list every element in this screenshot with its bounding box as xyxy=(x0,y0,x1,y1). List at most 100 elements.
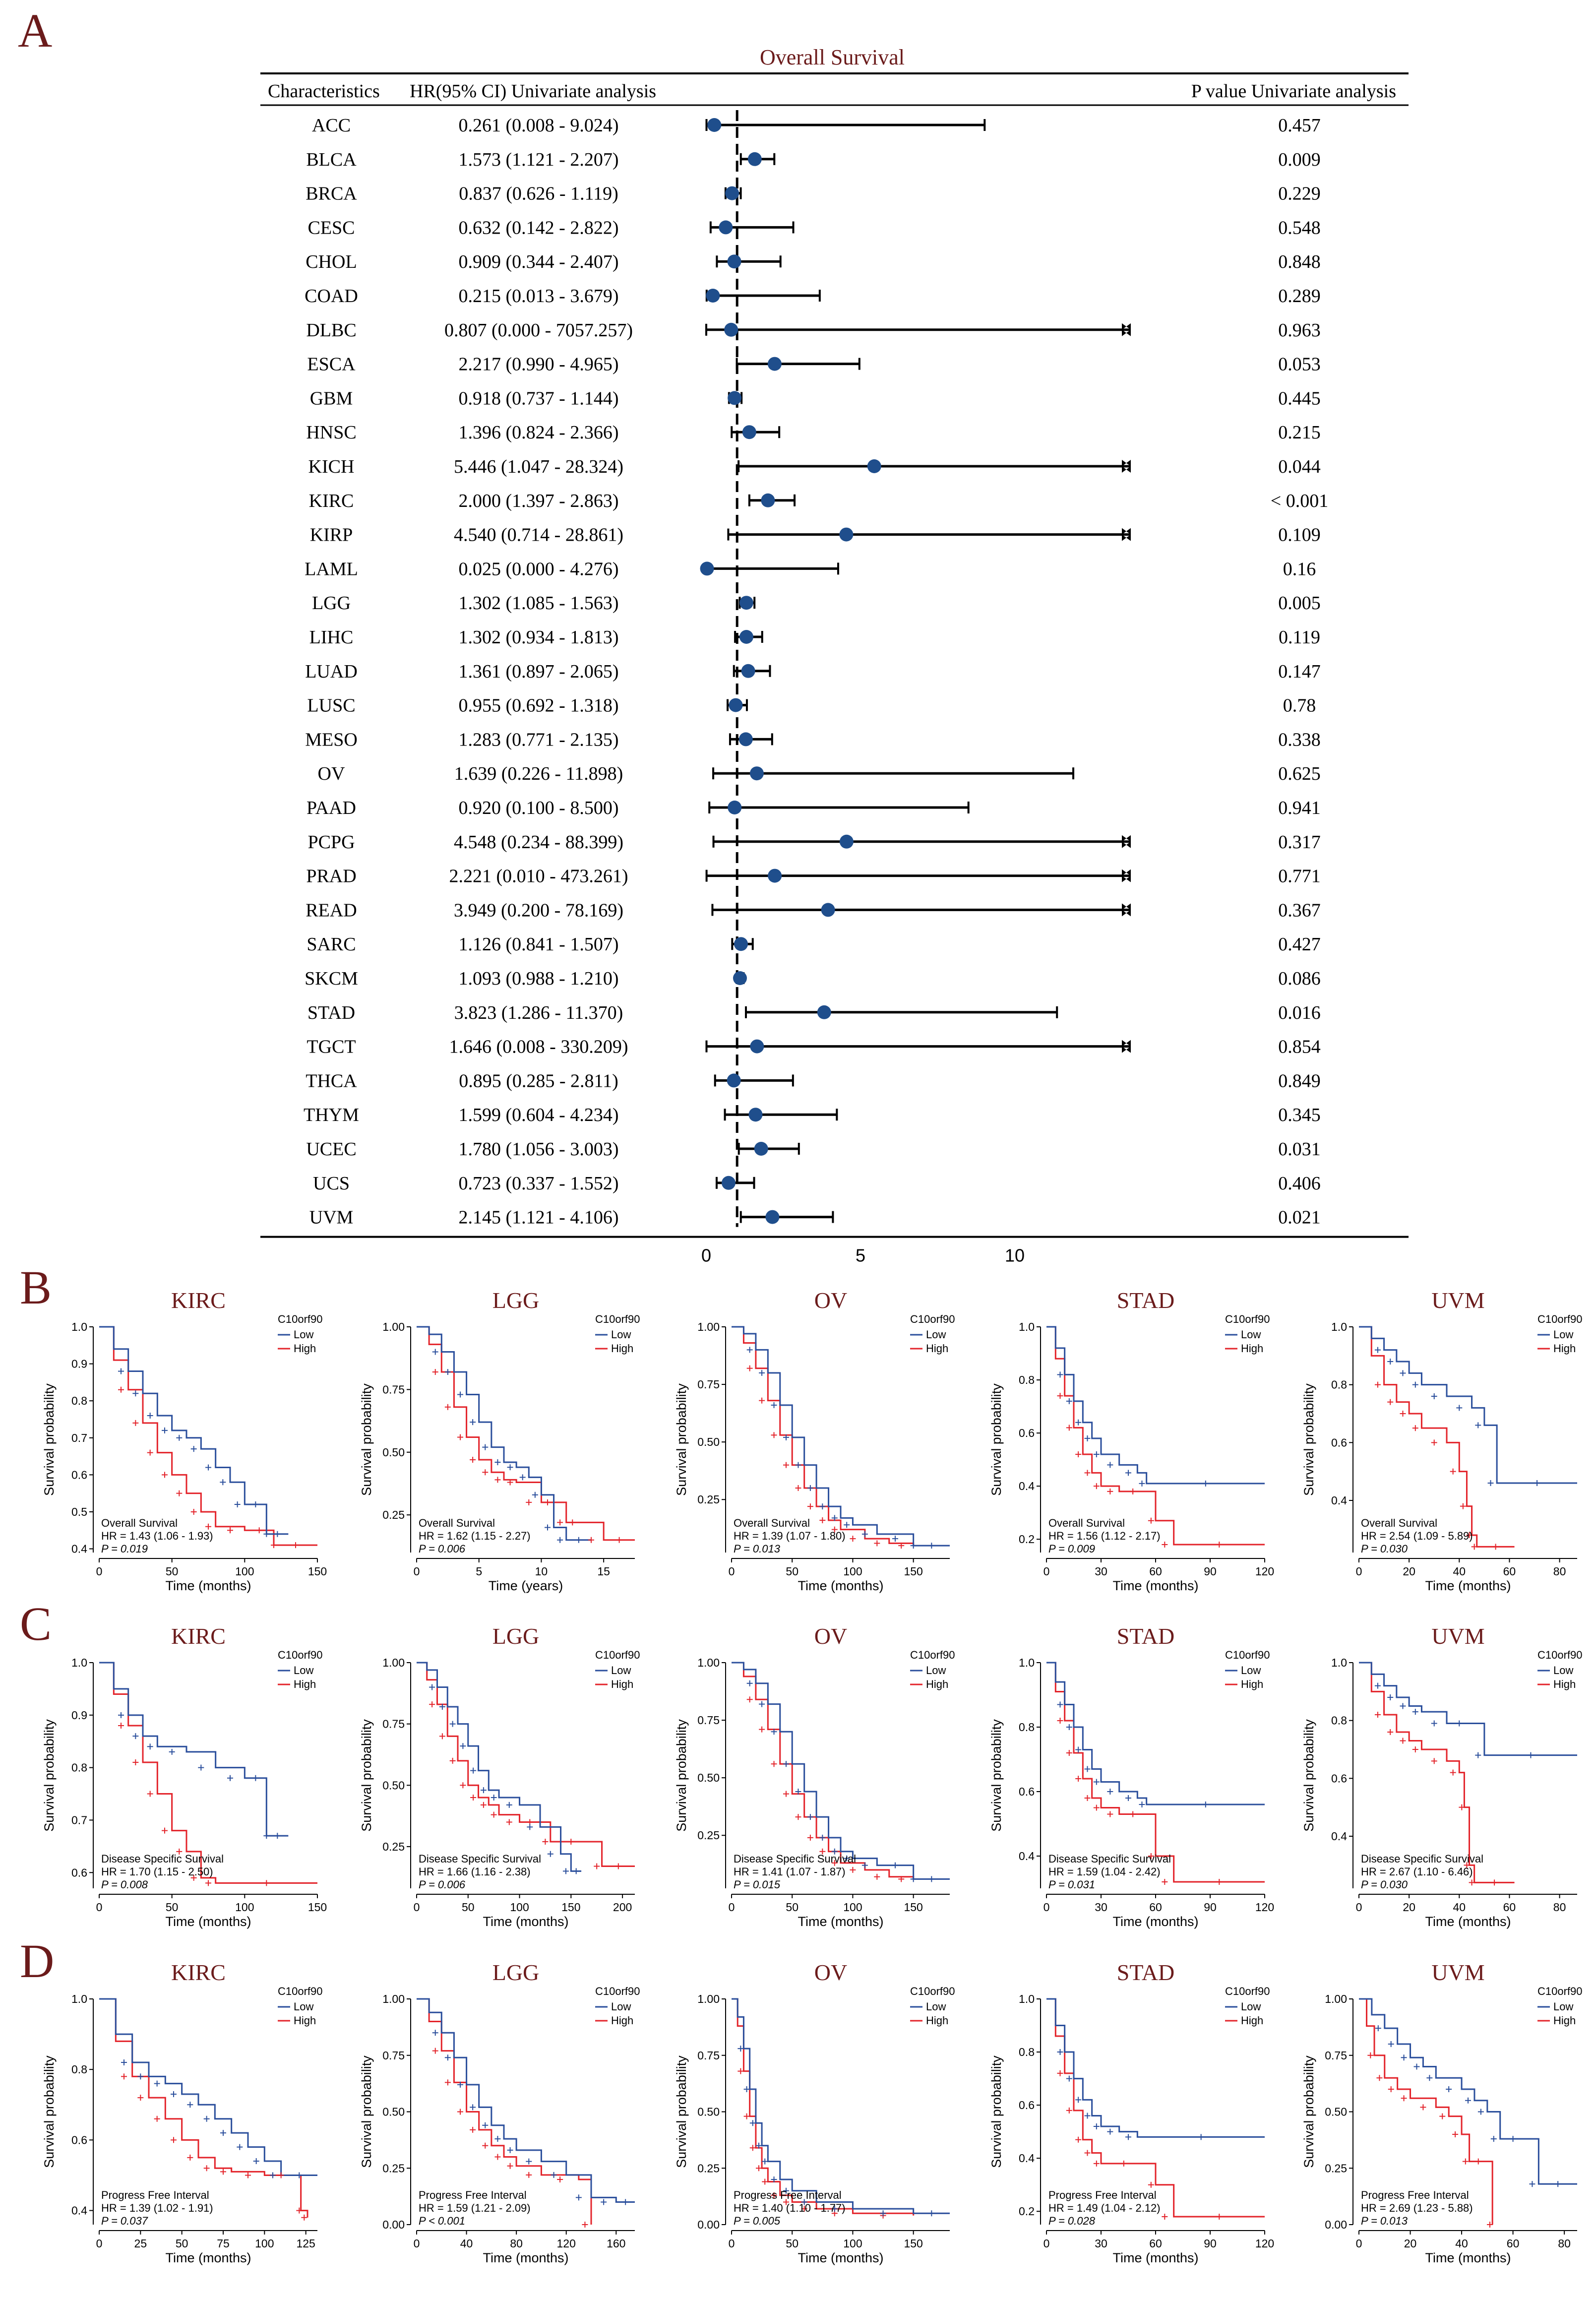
ci-arrow-tgct xyxy=(1122,1040,1131,1053)
y-tick-label: 0.4 xyxy=(1019,1480,1035,1492)
y-tick-label: 0.6 xyxy=(71,1866,87,1879)
censor-mark-high xyxy=(1464,1862,1470,1868)
row-p-paad: 0.941 xyxy=(1278,798,1321,818)
censor-mark-low xyxy=(457,1391,463,1398)
x-axis-label: Time (months) xyxy=(1112,1914,1198,1929)
censor-mark-high xyxy=(296,2207,303,2214)
censor-mark-high xyxy=(569,1519,576,1526)
censor-mark-high xyxy=(1084,1470,1091,1476)
censor-mark-low xyxy=(176,1434,183,1441)
legend-high-label: High xyxy=(294,2014,316,2027)
endpoint-label: Progress Free Interval xyxy=(1048,2189,1157,2201)
hr-point-acc xyxy=(707,118,722,132)
legend-title: C10orf90 xyxy=(1537,1313,1583,1325)
x-tick-label: 80 xyxy=(1558,2237,1571,2250)
row-label-ucec: UCEC xyxy=(306,1139,356,1160)
censor-mark-high xyxy=(263,1880,270,1886)
row-p-gbm: 0.445 xyxy=(1278,388,1321,409)
row-label-luad: LUAD xyxy=(305,661,358,682)
y-tick-label: 0.8 xyxy=(71,1761,87,1774)
x-axis-label: Time (months) xyxy=(798,1578,883,1593)
censor-mark-low xyxy=(480,1787,487,1794)
legend-title: C10orf90 xyxy=(278,1313,323,1325)
hr-point-esca xyxy=(767,357,782,371)
hr-point-ucs xyxy=(721,1176,736,1190)
censor-mark-high xyxy=(819,1848,826,1855)
y-tick-label: 0.5 xyxy=(71,1505,87,1518)
y-tick-label: 0.50 xyxy=(382,2106,405,2118)
y-tick-label: 1.0 xyxy=(1019,1992,1035,2005)
censor-mark-low xyxy=(1387,1694,1394,1700)
censor-mark-low xyxy=(1125,2134,1131,2140)
x-axis-label: Time (months) xyxy=(1425,2250,1511,2265)
x-tick-label: 60 xyxy=(1149,1901,1162,1914)
censor-mark-low xyxy=(439,1704,445,1710)
censor-mark-high xyxy=(795,1814,801,1820)
censor-mark-low xyxy=(132,1390,139,1397)
x-tick-label: 75 xyxy=(217,2237,230,2250)
censor-mark-high xyxy=(1400,1411,1406,1417)
censor-mark-low xyxy=(562,1868,569,1874)
km-title: OV xyxy=(814,1288,847,1313)
y-tick-label: 0.6 xyxy=(1019,1785,1035,1798)
row-p-blca: 0.009 xyxy=(1278,149,1321,170)
hr-point-meso xyxy=(738,732,753,746)
censor-mark-low xyxy=(1107,1462,1113,1468)
censor-mark-low xyxy=(1202,1802,1209,1807)
legend-low-label: Low xyxy=(294,1664,313,1677)
censor-mark-low xyxy=(263,1531,270,1537)
censor-mark-low xyxy=(783,1434,789,1440)
censor-mark-high xyxy=(616,1537,622,1543)
censor-mark-high xyxy=(457,2109,463,2115)
x-tick-label: 120 xyxy=(1255,1565,1274,1578)
p-label: P = 0.013 xyxy=(734,1543,781,1555)
forest-plot: Overall Survival Characteristics HR(95% CI… xyxy=(260,45,1409,1266)
censor-mark-high xyxy=(1057,2070,1063,2076)
x-tick-label: 50 xyxy=(462,1901,475,1914)
row-hr-thca: 0.895 (0.285 - 2.811) xyxy=(459,1070,618,1091)
y-tick-label: 1.0 xyxy=(71,1656,87,1669)
censor-mark-low xyxy=(1093,1779,1100,1785)
row-hr-skcm: 1.093 (0.988 - 1.210) xyxy=(459,968,619,989)
legend-high-label: High xyxy=(926,1678,948,1690)
row-label-ov: OV xyxy=(318,763,345,784)
x-tick-label: 30 xyxy=(1095,1565,1107,1578)
censor-mark-low xyxy=(253,2158,259,2165)
p-label: P = 0.030 xyxy=(1361,1543,1408,1555)
censor-mark-low xyxy=(601,2199,607,2205)
y-axis-label: Survival probability xyxy=(1301,1383,1316,1496)
hr-point-cesc xyxy=(719,220,733,235)
censor-mark-high xyxy=(1387,1729,1394,1735)
censor-mark-high xyxy=(470,2126,476,2133)
censor-mark-high xyxy=(176,1848,183,1855)
legend-high-label: High xyxy=(611,1678,633,1690)
hr-point-coad xyxy=(706,289,720,303)
censor-mark-low xyxy=(547,1851,553,1857)
ci-arrow-kirp xyxy=(1122,528,1131,541)
curve-high xyxy=(99,1998,308,2218)
censor-mark-high xyxy=(1057,1718,1063,1724)
censor-mark-high xyxy=(874,1873,880,1880)
row-p-kich: 0.044 xyxy=(1278,456,1321,477)
censor-mark-high xyxy=(482,2142,489,2149)
hr-label: HR = 2.67 (1.10 - 6.46) xyxy=(1361,1865,1473,1878)
row-hr-brca: 0.837 (0.626 - 1.119) xyxy=(459,184,618,204)
x-tick-label: 60 xyxy=(1503,1565,1516,1578)
y-tick-label: 1.0 xyxy=(1331,1656,1347,1669)
censor-mark-high xyxy=(121,2073,127,2080)
x-tick-label: 80 xyxy=(1553,1901,1566,1914)
censor-mark-low xyxy=(801,2199,807,2205)
row-p-tgct: 0.854 xyxy=(1278,1037,1321,1057)
legend-high-label: High xyxy=(1553,1678,1576,1690)
censor-mark-high xyxy=(898,1876,905,1882)
censor-mark-high xyxy=(898,1543,905,1549)
censor-mark-low xyxy=(910,1876,917,1882)
censor-mark-high xyxy=(470,1795,477,1801)
row-p-prad: 0.771 xyxy=(1278,866,1321,887)
censor-mark-low xyxy=(749,2120,756,2126)
x-tick-label: 0 xyxy=(1356,1901,1362,1914)
censor-mark-high xyxy=(1412,1425,1418,1431)
row-label-cesc: CESC xyxy=(307,217,355,238)
censor-mark-high xyxy=(743,2113,750,2119)
